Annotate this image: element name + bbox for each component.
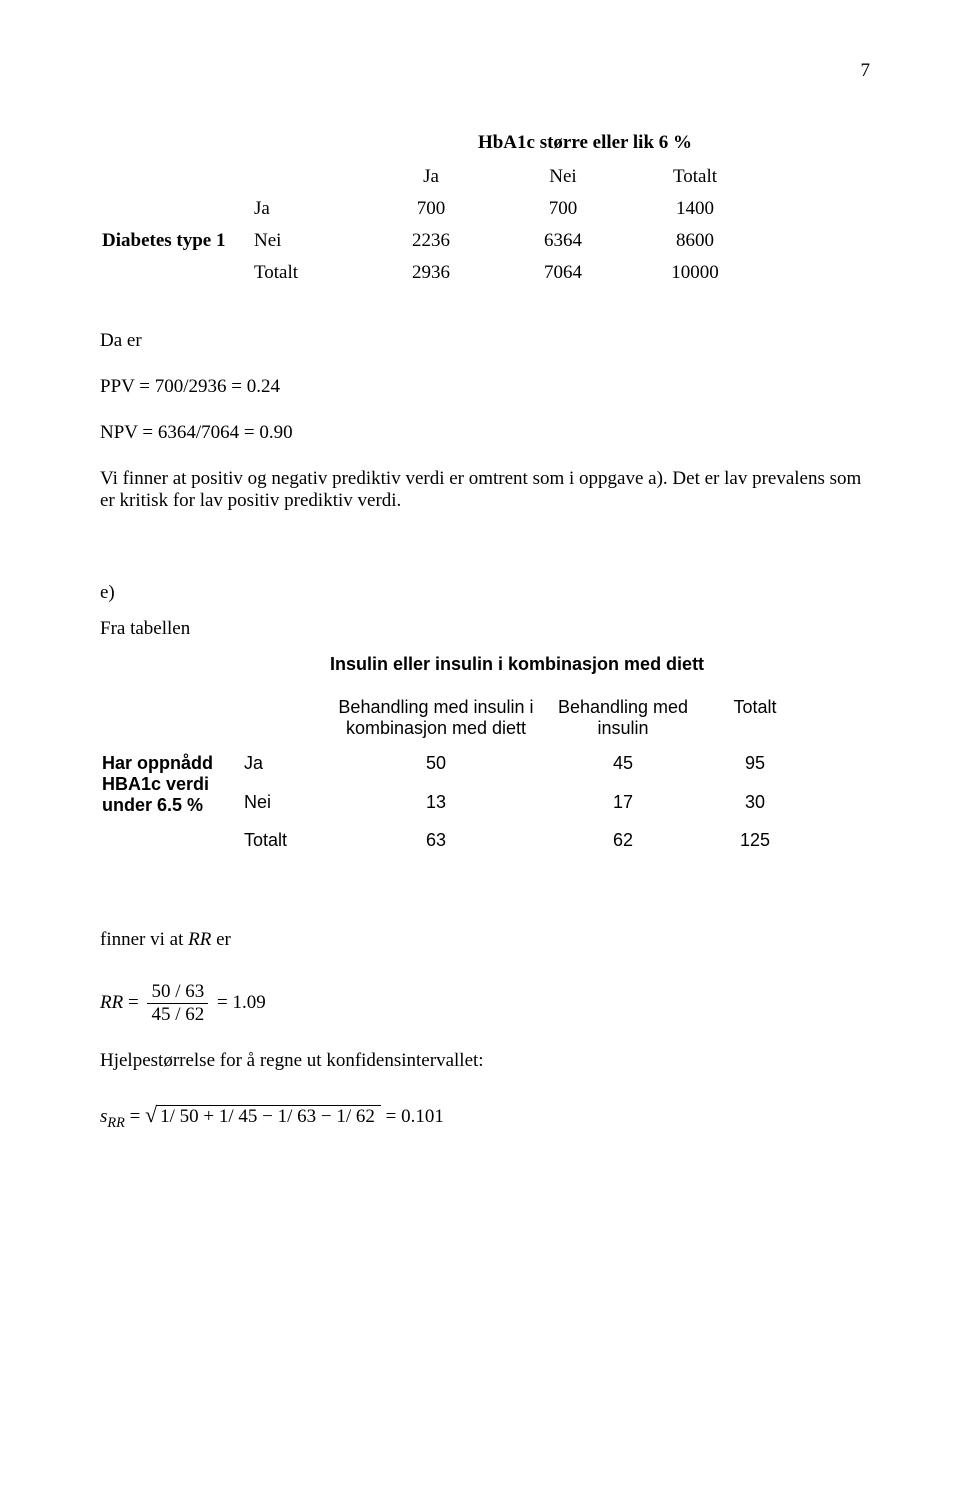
cell: 45 <box>548 747 698 784</box>
table2-title: Insulin eller insulin i kombinasjon med … <box>330 654 870 675</box>
cell: 10000 <box>630 258 760 288</box>
table-row: Totalt 2936 7064 10000 <box>102 258 760 288</box>
eq-numerator: 50 / 63 <box>147 981 208 1003</box>
equation-rr: RR = 50 / 63 45 / 62 = 1.09 <box>100 981 870 1026</box>
eq-sqrt: √ 1/ 50 + 1/ 45 − 1/ 63 − 1/ 62 <box>145 1102 381 1128</box>
table-row: Behandling med insulin i kombinasjon med… <box>102 691 810 745</box>
cell: 125 <box>700 824 810 857</box>
eq-lhs: RR <box>100 992 123 1013</box>
section-e-label: e) <box>100 582 870 604</box>
text-npv: NPV = 6364/7064 = 0.90 <box>100 422 870 444</box>
text-fra-tabellen: Fra tabellen <box>100 618 870 640</box>
row-header: Nei <box>254 226 364 256</box>
table-row: Ja 700 700 1400 <box>102 194 760 224</box>
row-header: Totalt <box>244 824 324 857</box>
row-header: Nei <box>244 786 324 823</box>
eq-rhs: 0.101 <box>401 1106 444 1127</box>
text-note: Vi finner at positiv og negativ predikti… <box>100 468 870 512</box>
table-row: Diabetes type 1 Nei 2236 6364 8600 <box>102 226 760 256</box>
cell: 700 <box>498 194 628 224</box>
col-header: Totalt <box>700 691 810 745</box>
cell: 63 <box>326 824 546 857</box>
cell: 30 <box>700 786 810 823</box>
eq-rhs: 1.09 <box>232 992 265 1013</box>
table-row: Ja Nei Totalt <box>102 162 760 192</box>
row-group-label: Har oppnådd HBA1c verdi under 6.5 % <box>102 747 242 822</box>
text-finner: finner vi at RR er <box>100 929 870 951</box>
contingency-table-2: Behandling med insulin i kombinasjon med… <box>100 689 812 859</box>
cell: 50 <box>326 747 546 784</box>
table-row: Totalt 63 62 125 <box>102 824 810 857</box>
col-header: Totalt <box>630 162 760 192</box>
eq-lhs-sub: RR <box>107 1115 124 1131</box>
row-header: Totalt <box>254 258 364 288</box>
row-header: Ja <box>244 747 324 784</box>
cell: 2936 <box>366 258 496 288</box>
table-row: Har oppnådd HBA1c verdi under 6.5 % Ja 5… <box>102 747 810 784</box>
text-ppv: PPV = 700/2936 = 0.24 <box>100 376 870 398</box>
eq-denominator: 45 / 62 <box>147 1003 208 1026</box>
contingency-table-1: Ja Nei Totalt Ja 700 700 1400 Diabetes t… <box>100 160 762 290</box>
cell: 8600 <box>630 226 760 256</box>
cell: 95 <box>700 747 810 784</box>
col-header: Nei <box>498 162 628 192</box>
cell: 17 <box>548 786 698 823</box>
equation-srr: sRR = √ 1/ 50 + 1/ 45 − 1/ 63 − 1/ 62 = … <box>100 1102 870 1132</box>
cell: 2236 <box>366 226 496 256</box>
cell: 62 <box>548 824 698 857</box>
table1-title: HbA1c større eller lik 6 % <box>300 132 870 154</box>
row-group-label: Diabetes type 1 <box>102 226 252 256</box>
text-daer: Da er <box>100 330 870 352</box>
cell: 700 <box>366 194 496 224</box>
col-header: Behandling med insulin <box>548 691 698 745</box>
page-number: 7 <box>100 60 870 82</box>
col-header: Behandling med insulin i kombinasjon med… <box>326 691 546 745</box>
eq-fraction: 50 / 63 45 / 62 <box>147 981 208 1026</box>
eq-radicand: 1/ 50 + 1/ 45 − 1/ 63 − 1/ 62 <box>156 1105 381 1128</box>
cell: 6364 <box>498 226 628 256</box>
text-hjelp: Hjelpestørrelse for å regne ut konfidens… <box>100 1050 870 1072</box>
cell: 7064 <box>498 258 628 288</box>
row-header: Ja <box>254 194 364 224</box>
cell: 1400 <box>630 194 760 224</box>
cell: 13 <box>326 786 546 823</box>
col-header: Ja <box>366 162 496 192</box>
